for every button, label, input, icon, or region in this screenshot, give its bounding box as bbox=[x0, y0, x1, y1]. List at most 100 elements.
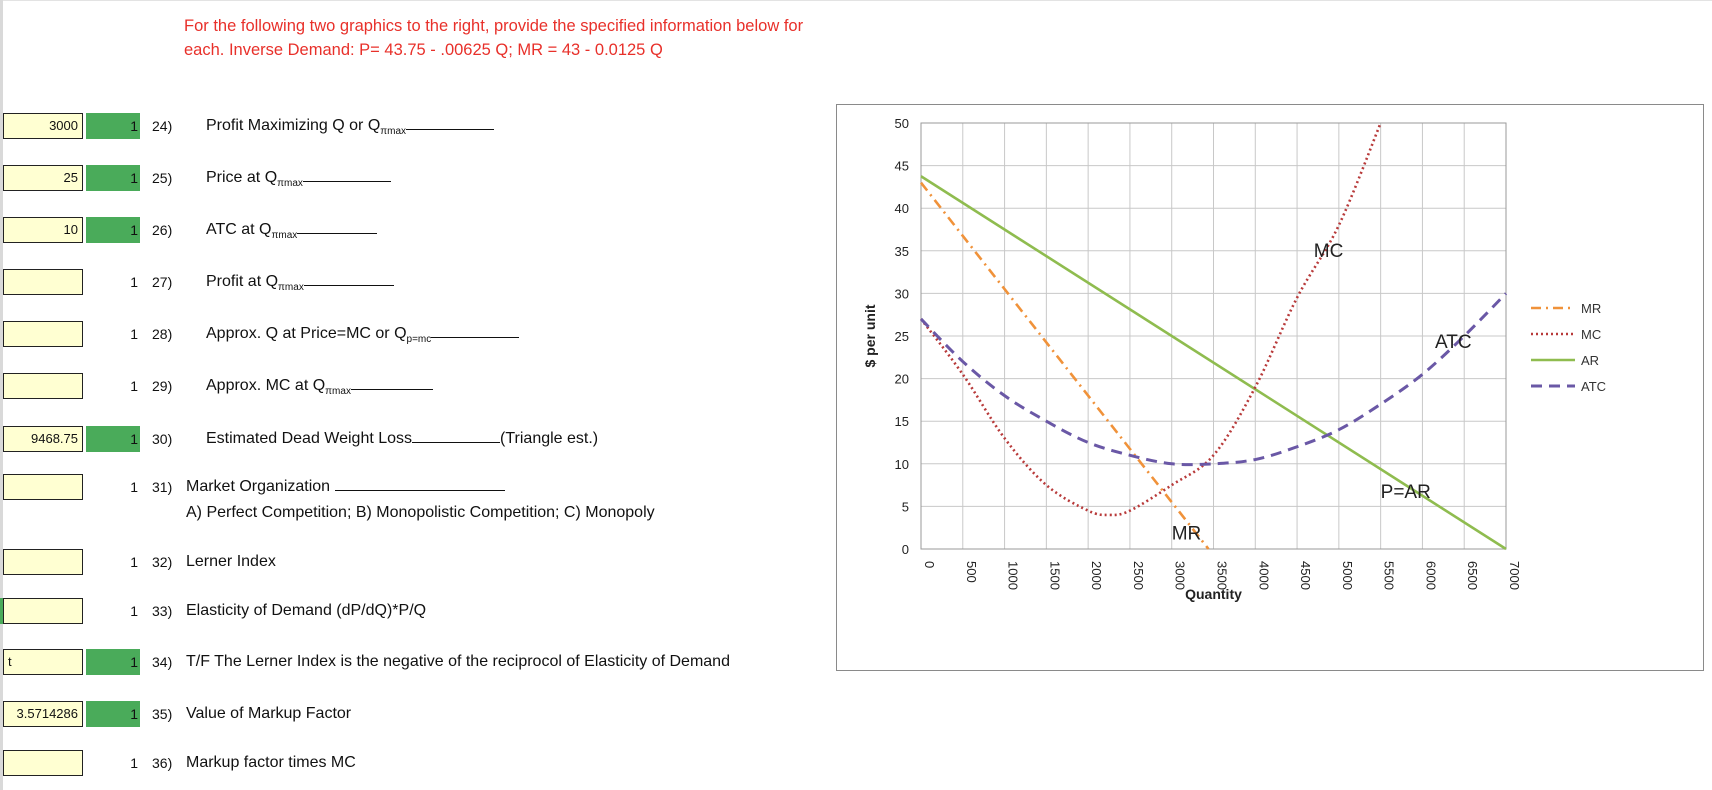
question-row-31: 1 31) Market Organization A) Perfect Com… bbox=[0, 470, 860, 521]
series-line-mc bbox=[919, 122, 1382, 517]
legend-entry-mc: MC bbox=[1581, 327, 1601, 342]
question-row-25: 25 1 25) Price at Qπmax bbox=[0, 161, 860, 195]
x-tick-label-7000: 7000 bbox=[1507, 561, 1522, 590]
points-27: 1 bbox=[130, 274, 138, 290]
question-number-32: 32) bbox=[152, 554, 173, 570]
points-26: 1 bbox=[130, 222, 138, 238]
sheet-left-border bbox=[0, 0, 3, 790]
graded-cell-34 bbox=[86, 649, 140, 675]
y-tick-label-30: 30 bbox=[895, 286, 909, 301]
question-row-32: 1 32) Lerner Index bbox=[0, 545, 860, 579]
x-tick-label-4500: 4500 bbox=[1298, 561, 1313, 590]
question-row-36: 1 36) Markup factor times MC bbox=[0, 746, 860, 780]
answer-cell-33[interactable] bbox=[3, 598, 83, 624]
question-text-25: Price at Qπmax bbox=[206, 166, 391, 196]
question-row-26: 10 1 26) ATC at Qπmax bbox=[0, 213, 860, 247]
graded-cell-24 bbox=[86, 113, 140, 139]
question-number-29: 29) bbox=[152, 378, 173, 394]
sheet-top-border bbox=[0, 0, 1712, 1]
curve-label-p-ar: P=AR bbox=[1381, 482, 1431, 503]
legend-entry-mr: MR bbox=[1581, 301, 1601, 316]
question-text-34: T/F The Lerner Index is the negative of … bbox=[186, 653, 730, 670]
curve-label-mc: MC bbox=[1314, 241, 1344, 262]
x-tick-label-2500: 2500 bbox=[1131, 561, 1146, 590]
x-axis-label: Quantity bbox=[1185, 586, 1242, 602]
answer-cell-30[interactable]: 9468.75 bbox=[3, 426, 83, 452]
question-row-35: 3.5714286 1 35) Value of Markup Factor bbox=[0, 697, 860, 731]
y-tick-label-20: 20 bbox=[895, 372, 909, 387]
x-tick-label-3000: 3000 bbox=[1173, 561, 1188, 590]
question-number-33: 33) bbox=[152, 603, 173, 619]
question-number-24: 24) bbox=[152, 118, 173, 134]
y-tick-label-50: 50 bbox=[895, 116, 909, 131]
question-number-27: 27) bbox=[152, 274, 173, 290]
x-tick-label-6000: 6000 bbox=[1423, 561, 1438, 590]
x-tick-label-6500: 6500 bbox=[1465, 561, 1480, 590]
x-tick-label-0: 0 bbox=[922, 561, 937, 568]
x-tick-label-5000: 5000 bbox=[1340, 561, 1355, 590]
points-32: 1 bbox=[130, 554, 138, 570]
series-line-mr bbox=[919, 181, 1210, 550]
points-34: 1 bbox=[130, 654, 138, 670]
answer-cell-36[interactable] bbox=[3, 750, 83, 776]
instructions-line-1: For the following two graphics to the ri… bbox=[184, 17, 804, 35]
question-text-35: Value of Markup Factor bbox=[186, 705, 352, 722]
y-tick-label-0: 0 bbox=[902, 542, 909, 557]
answer-cell-28[interactable] bbox=[3, 321, 83, 347]
question-text-26: ATC at Qπmax bbox=[206, 218, 378, 248]
points-28: 1 bbox=[130, 326, 138, 342]
series-line-ar bbox=[920, 175, 1507, 551]
points-31: 1 bbox=[130, 479, 138, 495]
answer-cell-26[interactable]: 10 bbox=[3, 217, 83, 243]
points-24: 1 bbox=[130, 118, 138, 134]
question-text-36: Markup factor times MC bbox=[186, 754, 356, 771]
plot-area bbox=[920, 122, 1507, 550]
selected-row-marker bbox=[0, 598, 3, 624]
answer-cell-35[interactable]: 3.5714286 bbox=[3, 701, 83, 727]
question-row-34: t 1 34) T/F The Lerner Index is the nega… bbox=[0, 645, 860, 679]
answer-cell-27[interactable] bbox=[3, 269, 83, 295]
y-tick-label-10: 10 bbox=[895, 457, 909, 472]
x-tick-label-3500: 3500 bbox=[1215, 561, 1230, 590]
x-tick-label-1000: 1000 bbox=[1006, 561, 1021, 590]
y-axis-label: $ per unit bbox=[862, 304, 878, 367]
points-36: 1 bbox=[130, 755, 138, 771]
answer-cell-24[interactable]: 3000 bbox=[3, 113, 83, 139]
answer-cell-31[interactable] bbox=[3, 474, 83, 500]
graded-cell-25 bbox=[86, 165, 140, 191]
x-tick-label-2000: 2000 bbox=[1089, 561, 1104, 590]
y-tick-label-40: 40 bbox=[895, 201, 909, 216]
question-row-29: 1 29) Approx. MC at Qπmax bbox=[0, 369, 860, 403]
answer-cell-25[interactable]: 25 bbox=[3, 165, 83, 191]
question-number-28: 28) bbox=[152, 326, 173, 342]
question-text-27: Profit at Qπmax bbox=[206, 270, 394, 300]
answer-cell-32[interactable] bbox=[3, 549, 83, 575]
points-30: 1 bbox=[130, 431, 138, 447]
question-number-34: 34) bbox=[152, 654, 173, 670]
graded-cell-30 bbox=[86, 426, 140, 452]
cost-revenue-chart[interactable]: 0 500 1000 1500 2000 2500 3000 3500 4000 4500 5000… bbox=[836, 104, 1704, 671]
question-number-26: 26) bbox=[152, 222, 173, 238]
answer-cell-29[interactable] bbox=[3, 373, 83, 399]
answer-cell-34[interactable]: t bbox=[3, 649, 83, 675]
question-text-33: Elasticity of Demand (dP/dQ)*P/Q bbox=[186, 602, 427, 619]
legend-entry-ar: AR bbox=[1581, 353, 1599, 368]
x-tick-label-4000: 4000 bbox=[1256, 561, 1271, 590]
x-tick-label-5500: 5500 bbox=[1382, 561, 1397, 590]
question-text-30: Estimated Dead Weight Loss (Triangle est.… bbox=[206, 430, 599, 447]
y-tick-label-5: 5 bbox=[902, 499, 909, 514]
question-row-27: 1 27) Profit at Qπmax bbox=[0, 265, 860, 299]
points-25: 1 bbox=[130, 170, 138, 186]
y-tick-label-15: 15 bbox=[895, 414, 909, 429]
points-33: 1 bbox=[130, 603, 138, 619]
question-row-24: 3000 1 24) Profit Maximizing Q or Qπmax bbox=[0, 109, 860, 143]
question-row-28: 1 28) Approx. Q at Price=MC or Qp=mc bbox=[0, 317, 860, 351]
instructions-line-2: each. Inverse Demand: P= 43.75 - .00625 … bbox=[184, 41, 663, 59]
graded-cell-26 bbox=[86, 217, 140, 243]
question-text-24: Profit Maximizing Q or Qπmax bbox=[206, 114, 495, 144]
question-number-25: 25) bbox=[152, 170, 173, 186]
question-number-31: 31) bbox=[152, 479, 173, 495]
question-number-35: 35) bbox=[152, 706, 173, 722]
y-tick-label-35: 35 bbox=[895, 244, 909, 259]
legend-entry-atc: ATC bbox=[1581, 379, 1606, 394]
